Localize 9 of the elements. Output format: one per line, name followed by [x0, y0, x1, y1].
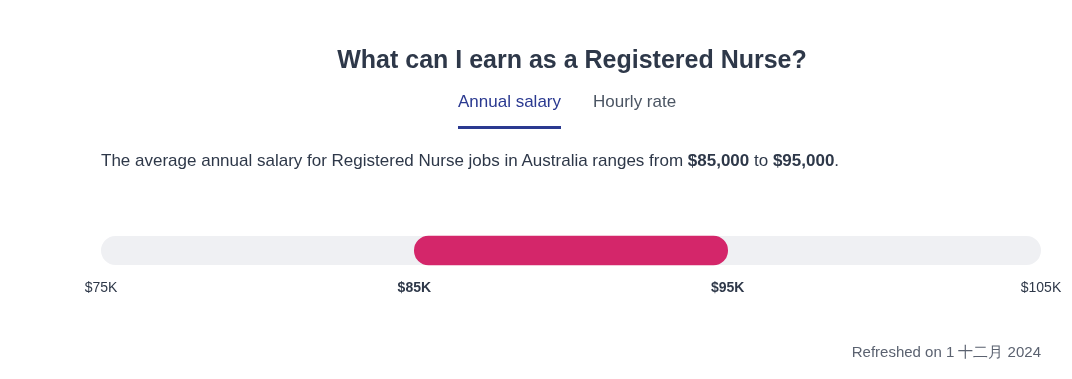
chart-title: What can I earn as a Registered Nurse? — [336, 45, 808, 74]
chart-subtitle: The average annual salary for Registered Nurse jobs in Australia ranges from $85,000 to $95,000. — [101, 151, 840, 170]
text: Annual salary — [458, 92, 562, 129]
text: Refreshed on 1 十二月 2024 — [851, 343, 1041, 362]
x-tick-label: $105K — [1020, 279, 1062, 296]
x-tick-label: $75K — [84, 279, 119, 296]
x-tick-label: $95K — [710, 279, 745, 296]
x-tick-label: $85K — [397, 279, 432, 296]
text: Hourly rate — [593, 92, 677, 113]
